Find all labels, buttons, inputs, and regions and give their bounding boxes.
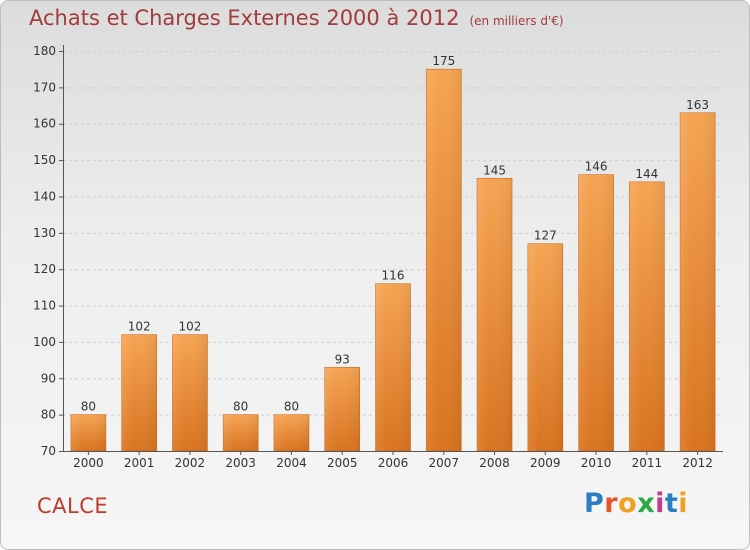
y-tick-label: 170 (33, 80, 56, 94)
x-tick-label: 2011 (632, 456, 663, 470)
bar-shine (273, 414, 309, 451)
x-tick-label: 2008 (479, 456, 510, 470)
bar-shine (426, 69, 462, 451)
bar-shine (70, 414, 106, 451)
data-label: 93 (335, 352, 350, 366)
y-tick-label: 180 (33, 44, 56, 58)
x-tick-label: 2006 (378, 456, 409, 470)
data-label: 80 (233, 400, 248, 414)
bar-shine (172, 334, 208, 451)
x-tick-label: 2010 (581, 456, 612, 470)
bar-shine (680, 112, 716, 452)
y-tick-label: 90 (41, 371, 56, 385)
y-tick-label: 130 (33, 226, 56, 240)
data-label: 163 (686, 98, 709, 112)
x-tick-label: 2004 (276, 456, 307, 470)
data-label: 116 (382, 269, 405, 283)
bar-shine (629, 181, 665, 451)
data-label: 175 (432, 54, 455, 68)
x-tick-label: 2000 (73, 456, 104, 470)
data-label: 146 (585, 160, 608, 174)
chart-title-text: Achats et Charges Externes 2000 à 2012 (29, 6, 460, 30)
logo-letter: i (655, 488, 665, 519)
y-tick-label: 150 (33, 153, 56, 167)
logo-letter: x (637, 488, 656, 519)
logo-letter: i (678, 488, 689, 519)
chart-subtitle: (en milliers d'€) (469, 14, 564, 28)
chart-title: Achats et Charges Externes 2000 à 2012 (e… (29, 6, 564, 30)
data-label: 127 (534, 229, 557, 243)
y-tick-label: 100 (33, 335, 56, 349)
bar-shine (375, 283, 411, 451)
logo-letter: t (664, 488, 679, 519)
y-tick-label: 120 (33, 262, 56, 276)
y-tick-label: 80 (41, 408, 56, 422)
bar-shine (527, 243, 563, 451)
bar-shine (121, 334, 157, 451)
x-tick-label: 2012 (682, 456, 713, 470)
y-tick-label: 140 (33, 189, 56, 203)
x-tick-label: 2009 (530, 456, 561, 470)
commune-name: CALCE (37, 494, 109, 518)
x-tick-label: 2007 (428, 456, 459, 470)
x-tick-label: 2003 (225, 456, 256, 470)
y-tick-label: 160 (33, 117, 56, 131)
data-label: 144 (635, 167, 658, 181)
proxiti-logo: Proxiti (584, 488, 688, 519)
y-tick-label: 70 (41, 444, 56, 458)
bar-shine (578, 174, 614, 452)
y-tick-label: 110 (33, 299, 56, 313)
logo-letter: r (604, 488, 619, 519)
logo-letter: o (618, 488, 638, 519)
data-label: 102 (128, 320, 151, 334)
data-label: 102 (178, 320, 201, 334)
logo-letter: P (584, 488, 605, 519)
bar-shine (223, 414, 259, 451)
x-tick-label: 2005 (327, 456, 358, 470)
data-label: 145 (483, 163, 506, 177)
bar-shine (324, 367, 360, 451)
bar-shine (477, 178, 513, 452)
data-label: 80 (284, 400, 299, 414)
data-label: 80 (81, 400, 96, 414)
x-tick-label: 2001 (124, 456, 155, 470)
x-tick-label: 2002 (175, 456, 206, 470)
